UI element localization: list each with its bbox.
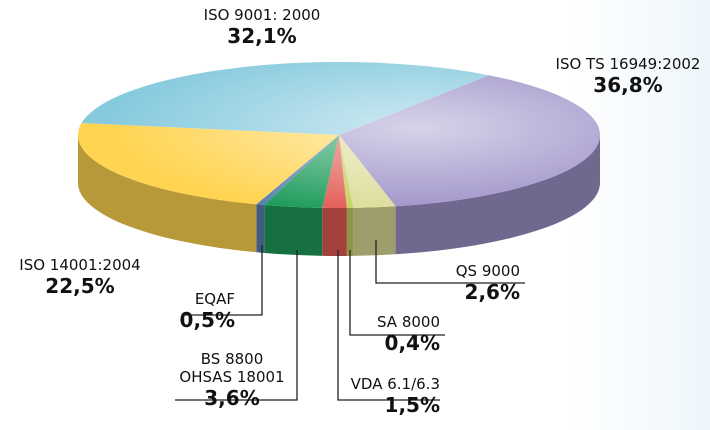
slice-label: VDA 6.1/6.3 1,5% [351,375,440,417]
category-name: EQAF [194,290,235,308]
slice-side [264,204,323,256]
slice-label: EQAF 0,5% [180,290,235,332]
slice-side [256,204,265,253]
slice-label: ISO 14001:2004 22,5% [0,256,230,298]
slice-side [346,207,354,256]
value-label: 32,1% [227,24,297,48]
slice-label: ISO 9001: 2000 32,1% [112,6,412,48]
category-name: QS 9000 [455,262,520,280]
value-label: 1,5% [384,393,440,417]
category-name: BS 8800 OHSAS 18001 [179,350,285,386]
category-name: ISO TS 16949:2002 [555,55,701,73]
slice-label: QS 9000 2,6% [456,262,520,304]
slice-label: SA 8000 0,4% [377,313,440,355]
leader-line [185,245,263,316]
slice-side [322,207,347,256]
category-name: SA 8000 [376,313,440,331]
leader-line [175,250,298,401]
leader-line [337,250,440,401]
leader-line [349,250,445,336]
category-name: ISO 9001: 2000 [203,6,321,24]
slice-side [353,206,396,256]
slice-label: BS 8800 OHSAS 18001 3,6% [82,350,382,410]
value-label: 0,5% [179,308,235,332]
value-label: 2,6% [464,280,520,304]
value-label: 0,4% [384,331,440,355]
value-label: 3,6% [204,386,260,410]
value-label: 36,8% [593,73,663,97]
category-name: VDA 6.1/6.3 [350,375,440,393]
slice-label: ISO TS 16949:2002 36,8% [478,55,710,97]
category-name: ISO 14001:2004 [19,256,141,274]
leader-line [375,240,525,284]
value-label: 22,5% [45,274,115,298]
